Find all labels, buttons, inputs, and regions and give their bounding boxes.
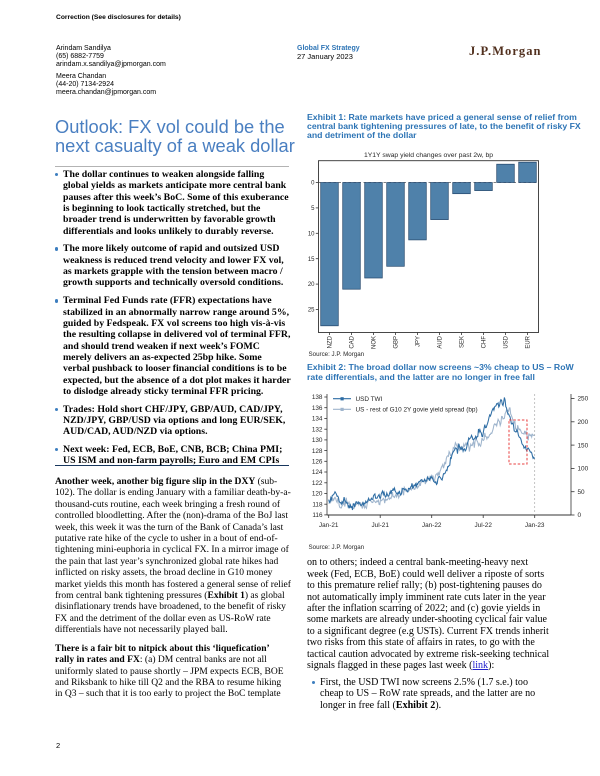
- svg-text:124: 124: [312, 469, 323, 476]
- svg-text:1Y1Y swap yield changes over p: 1Y1Y swap yield changes over past 2w, bp: [364, 152, 493, 159]
- svg-text:AUD: AUD: [438, 335, 444, 348]
- svg-text:USD: USD: [504, 335, 510, 348]
- svg-text:USD TWI: USD TWI: [356, 396, 383, 403]
- svg-text:128: 128: [312, 448, 323, 455]
- svg-text:EUR: EUR: [526, 335, 532, 348]
- svg-text:10: 10: [308, 231, 315, 237]
- svg-text:NOK: NOK: [372, 336, 378, 349]
- svg-text:25: 25: [308, 308, 315, 314]
- svg-text:138: 138: [312, 394, 323, 401]
- svg-text:200: 200: [578, 419, 589, 426]
- svg-text:Jan-21: Jan-21: [319, 522, 339, 529]
- svg-text:150: 150: [578, 442, 589, 449]
- svg-text:JPY: JPY: [416, 336, 422, 347]
- svg-text:118: 118: [312, 501, 323, 508]
- svg-text:122: 122: [312, 480, 323, 487]
- svg-text:126: 126: [312, 459, 323, 466]
- svg-text:100: 100: [578, 466, 589, 473]
- svg-text:132: 132: [312, 426, 323, 433]
- svg-text:NZD: NZD: [328, 335, 334, 348]
- svg-text:20: 20: [308, 282, 315, 288]
- svg-text:0: 0: [578, 512, 582, 519]
- svg-text:Jan-22: Jan-22: [422, 522, 442, 529]
- svg-text:5: 5: [311, 206, 315, 212]
- svg-text:50: 50: [578, 489, 586, 496]
- svg-text:120: 120: [312, 491, 323, 498]
- svg-text:Jul-22: Jul-22: [474, 522, 492, 529]
- svg-text:136: 136: [312, 405, 323, 412]
- svg-text:130: 130: [312, 437, 323, 444]
- svg-text:CHF: CHF: [482, 336, 488, 349]
- svg-text:Jul-21: Jul-21: [371, 522, 389, 529]
- svg-text:116: 116: [312, 512, 323, 519]
- svg-text:US - rest of G10 2Y govie yiel: US - rest of G10 2Y govie yield spread (…: [356, 407, 478, 414]
- svg-text:GBP: GBP: [394, 336, 400, 349]
- svg-text:SEK: SEK: [460, 336, 466, 348]
- svg-text:Jan-23: Jan-23: [525, 522, 545, 529]
- svg-text:134: 134: [312, 416, 323, 423]
- svg-text:CAD: CAD: [350, 335, 356, 348]
- svg-text:15: 15: [308, 257, 315, 263]
- svg-text:0: 0: [311, 181, 315, 187]
- svg-text:250: 250: [578, 396, 589, 403]
